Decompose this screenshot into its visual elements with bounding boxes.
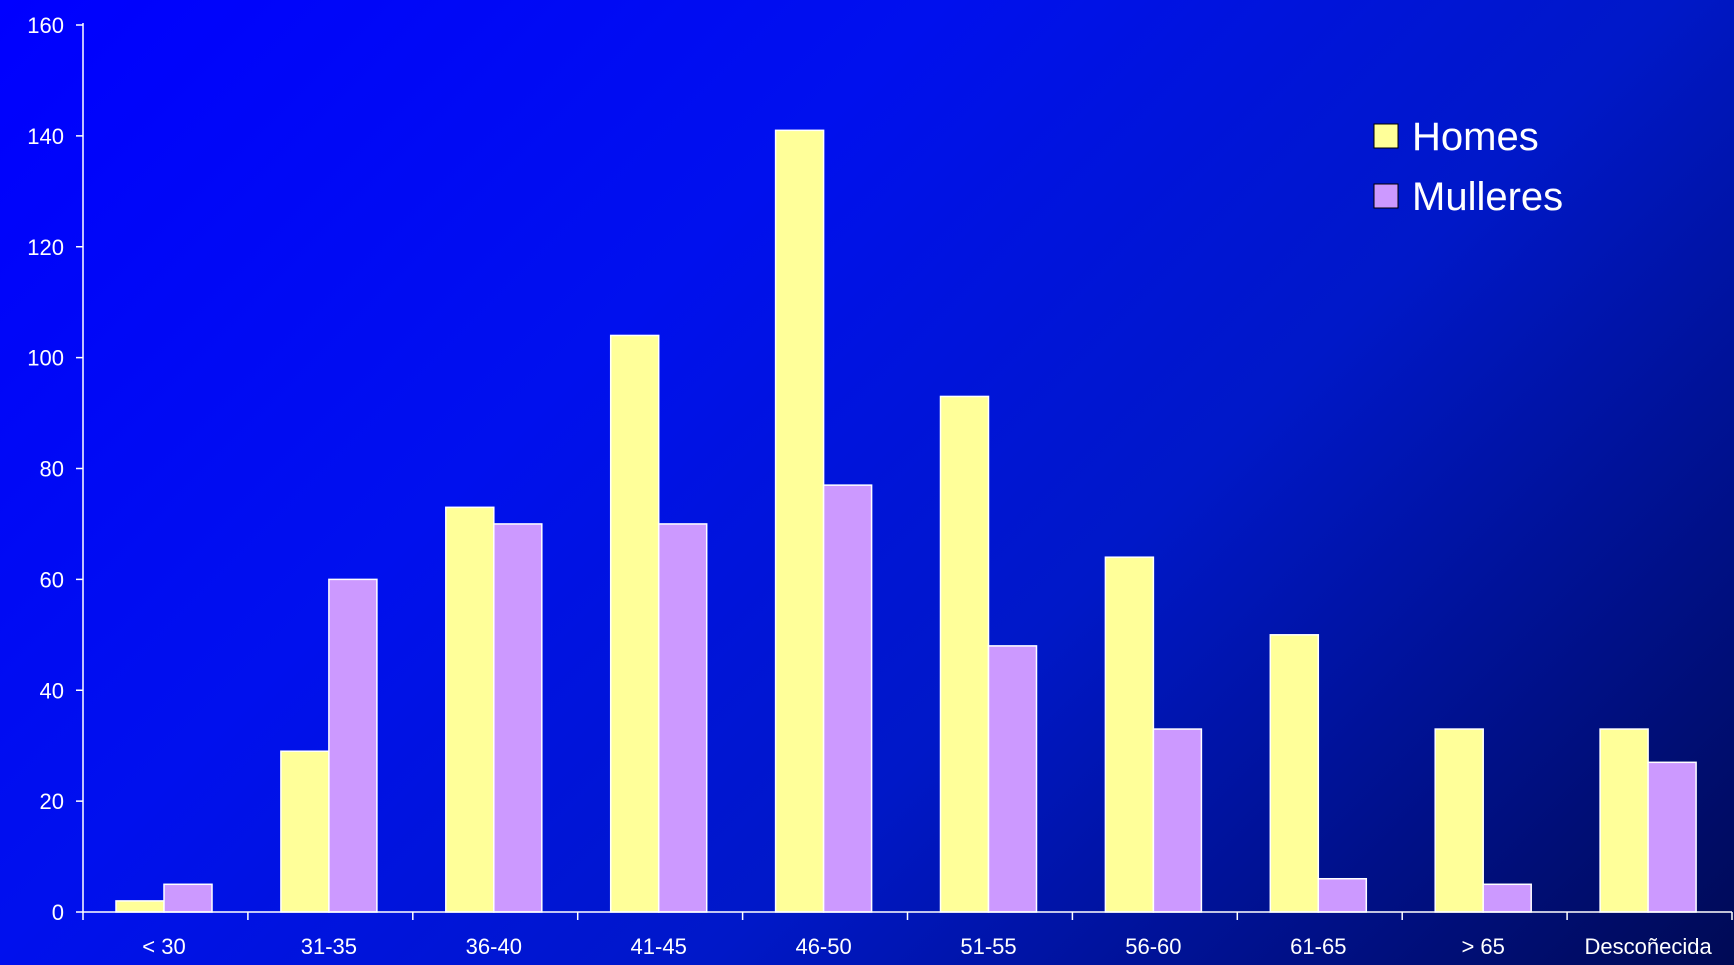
legend-swatch-mulleres [1373,183,1399,209]
bar-homes-5 [939,395,990,913]
x-axis: < 30 31-35 36-40 41-45 46-50 51-55 56-60 61-65 >… [82,911,1733,959]
y-tick-label: 60 [40,567,64,592]
legend-label-homes: Homes [1412,115,1539,159]
plot-area [115,129,1697,913]
bar-mulleres-7 [1317,877,1368,913]
x-tick-label: 61-65 [1290,934,1346,959]
x-tick-label: 36-40 [466,934,522,959]
x-tick-label: > 65 [1461,934,1504,959]
legend: Homes Mulleres [1373,115,1563,219]
y-tick-label: 80 [40,457,64,482]
y-tick-label: 20 [40,789,64,814]
bar-mulleres-0 [163,883,213,913]
bar-mulleres-6 [1152,728,1203,913]
bar-mulleres-3 [657,523,708,913]
bar-homes-4 [774,129,825,913]
y-tick-label: 100 [27,346,64,371]
bar-homes-9 [1599,728,1649,913]
x-tick-label: 51-55 [960,934,1016,959]
x-tick-label: 31-35 [301,934,357,959]
bar-mulleres-4 [822,484,873,913]
x-tick-label: Descoñecida [1585,934,1713,959]
y-tick-label: 140 [27,124,64,149]
bar-mulleres-2 [493,523,543,913]
bar-mulleres-5 [987,645,1038,913]
bar-homes-2 [445,506,495,913]
x-tick-label: 41-45 [631,934,687,959]
x-tick-label: 56-60 [1125,934,1181,959]
y-tick-label: 0 [52,900,64,925]
y-tick-label: 40 [40,678,64,703]
bar-mulleres-1 [328,578,378,913]
bar-homes-8 [1434,728,1484,913]
legend-swatch-homes [1373,123,1399,149]
legend-label-mulleres: Mulleres [1412,175,1563,219]
bar-homes-1 [280,750,330,913]
bar-mulleres-9 [1647,761,1697,913]
y-axis: 0 20 40 60 80 100 120 140 160 [27,13,84,925]
y-tick-label: 160 [27,13,64,38]
x-tick-label: 46-50 [795,934,851,959]
y-tick-label: 120 [27,235,64,260]
bar-homes-7 [1269,634,1320,913]
bar-homes-3 [609,334,660,913]
x-tick-label: < 30 [142,934,185,959]
bar-homes-0 [115,900,165,913]
bar-homes-6 [1104,556,1155,913]
bar-mulleres-8 [1482,883,1532,913]
